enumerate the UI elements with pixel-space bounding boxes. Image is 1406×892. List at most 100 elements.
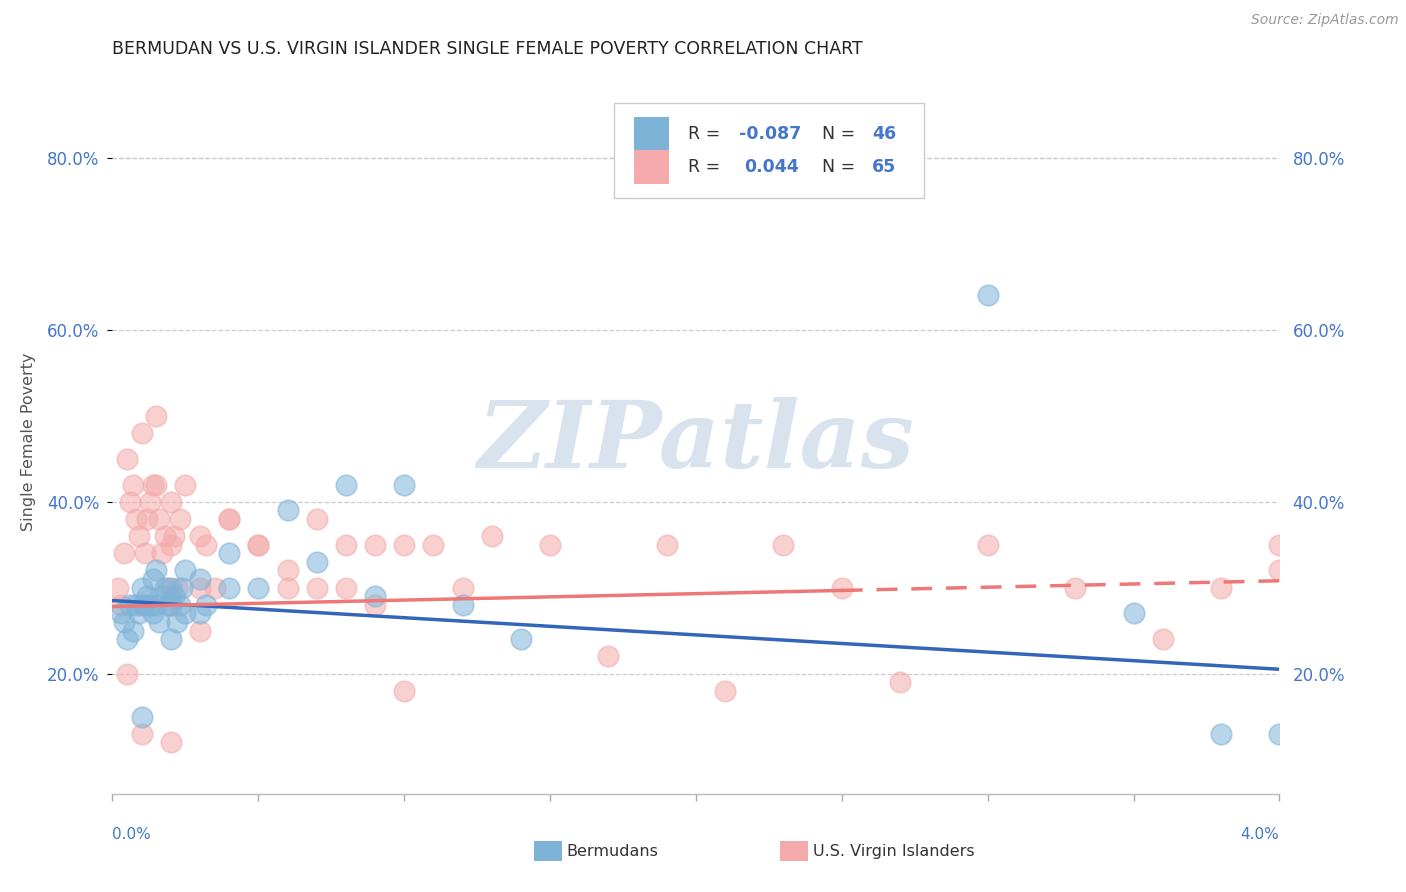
Text: 65: 65	[872, 158, 897, 176]
Text: N =: N =	[823, 125, 860, 143]
Text: U.S. Virgin Islanders: U.S. Virgin Islanders	[813, 845, 974, 859]
Text: ZIPatlas: ZIPatlas	[478, 397, 914, 486]
Point	[218, 512, 240, 526]
Point	[169, 598, 191, 612]
Point	[156, 598, 179, 612]
Point	[142, 477, 165, 491]
Point	[218, 581, 240, 595]
Text: R =: R =	[688, 125, 725, 143]
Point	[118, 598, 141, 612]
Point	[305, 581, 328, 595]
Point	[655, 538, 678, 552]
Point	[115, 632, 138, 647]
Point	[1268, 538, 1291, 552]
Point	[188, 572, 211, 586]
Text: BERMUDAN VS U.S. VIRGIN ISLANDER SINGLE FEMALE POVERTY CORRELATION CHART: BERMUDAN VS U.S. VIRGIN ISLANDER SINGLE …	[112, 40, 863, 58]
Point	[142, 607, 165, 621]
Point	[247, 538, 270, 552]
Text: Source: ZipAtlas.com: Source: ZipAtlas.com	[1251, 13, 1399, 28]
Point	[107, 581, 129, 595]
Point	[128, 529, 150, 543]
Point	[153, 529, 176, 543]
Point	[169, 512, 191, 526]
Point	[131, 425, 153, 440]
Point	[118, 494, 141, 508]
Point	[422, 538, 444, 552]
Point	[598, 649, 620, 664]
Point	[145, 598, 167, 612]
Point	[714, 683, 737, 698]
Point	[153, 581, 176, 595]
Point	[136, 512, 159, 526]
Point	[276, 503, 298, 517]
Text: 0.044: 0.044	[744, 158, 799, 176]
Point	[204, 581, 226, 595]
Point	[172, 581, 194, 595]
Point	[772, 538, 794, 552]
Point	[160, 735, 183, 749]
Point	[1122, 607, 1144, 621]
Point	[364, 589, 387, 603]
Point	[218, 512, 240, 526]
Point	[131, 727, 153, 741]
Point	[335, 538, 357, 552]
Point	[976, 538, 998, 552]
Point	[139, 494, 162, 508]
Point	[125, 512, 148, 526]
Text: Bermudans: Bermudans	[567, 845, 658, 859]
Point	[156, 581, 179, 595]
Point	[148, 615, 170, 629]
Point	[188, 607, 211, 621]
Point	[451, 581, 474, 595]
Point	[394, 683, 416, 698]
Point	[145, 477, 167, 491]
Point	[481, 529, 503, 543]
Point	[125, 598, 148, 612]
Point	[305, 555, 328, 569]
Point	[1211, 727, 1233, 741]
Point	[160, 538, 183, 552]
Point	[188, 529, 211, 543]
Text: 4.0%: 4.0%	[1240, 827, 1279, 841]
Point	[122, 477, 145, 491]
Point	[831, 581, 853, 595]
Text: 0.0%: 0.0%	[112, 827, 152, 841]
Point	[115, 451, 138, 466]
Point	[160, 598, 183, 612]
Point	[110, 598, 132, 612]
Point	[131, 709, 153, 723]
Point	[142, 572, 165, 586]
Point	[145, 409, 167, 423]
Point	[194, 598, 217, 612]
Point	[188, 624, 211, 638]
Point	[247, 581, 270, 595]
Point	[276, 581, 298, 595]
Point	[145, 564, 167, 578]
Point	[110, 607, 132, 621]
Text: N =: N =	[823, 158, 860, 176]
Point	[128, 607, 150, 621]
FancyBboxPatch shape	[634, 150, 669, 184]
Point	[150, 546, 173, 560]
Point	[131, 581, 153, 595]
Point	[218, 546, 240, 560]
Point	[122, 624, 145, 638]
Point	[163, 589, 186, 603]
Point	[174, 477, 197, 491]
Point	[364, 538, 387, 552]
Point	[148, 512, 170, 526]
Point	[538, 538, 561, 552]
Point	[131, 598, 153, 612]
FancyBboxPatch shape	[634, 117, 669, 151]
Point	[139, 598, 162, 612]
Point	[1152, 632, 1174, 647]
Text: 46: 46	[872, 125, 896, 143]
Point	[166, 581, 188, 595]
Point	[160, 632, 183, 647]
Y-axis label: Single Female Poverty: Single Female Poverty	[21, 352, 35, 531]
Point	[394, 538, 416, 552]
Point	[335, 477, 357, 491]
Point	[305, 512, 328, 526]
FancyBboxPatch shape	[614, 103, 924, 198]
Point	[1268, 727, 1291, 741]
